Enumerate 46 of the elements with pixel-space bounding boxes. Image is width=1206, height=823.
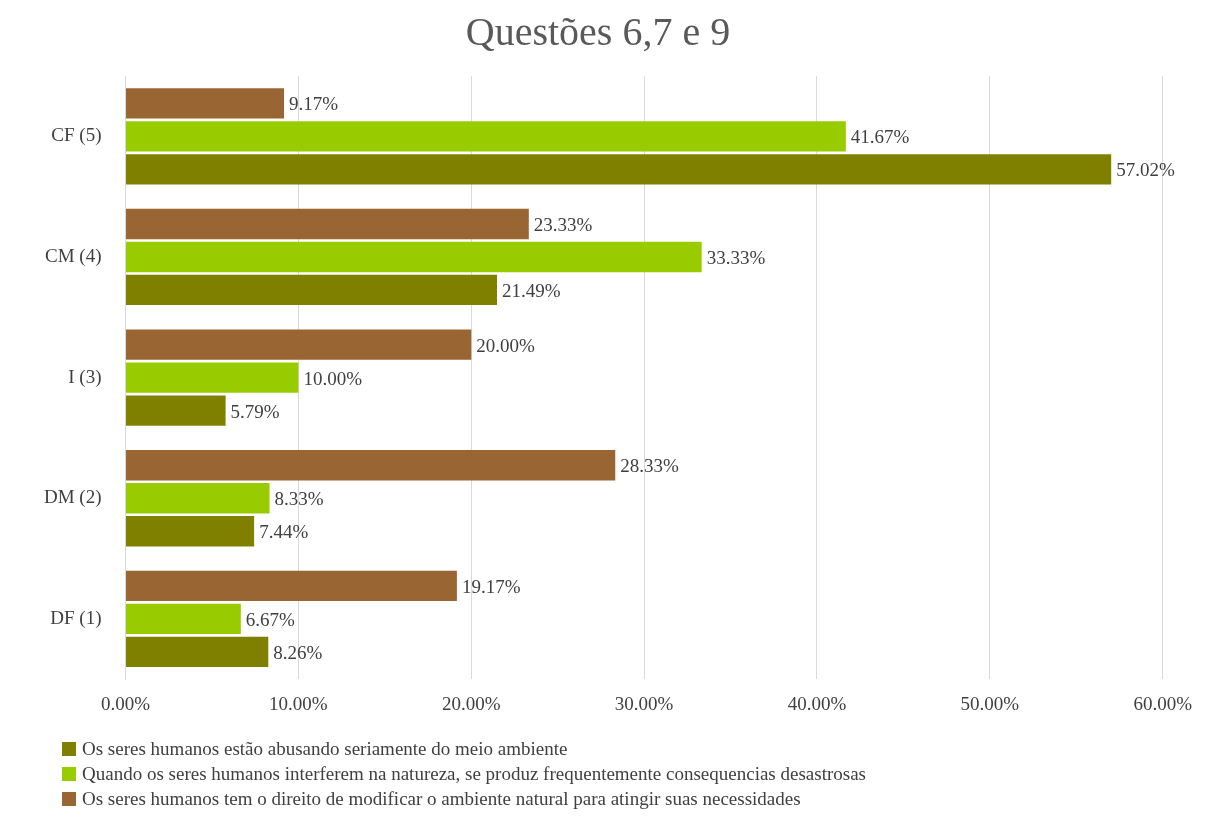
data-label: 5.79%: [230, 400, 280, 422]
data-label: 10.00%: [303, 367, 363, 389]
chart-title: Questões 6,7 e 9: [465, 8, 731, 54]
bar: [126, 395, 226, 426]
data-label: 23.33%: [533, 213, 593, 235]
y-tick-label: CF (5): [51, 124, 102, 147]
bar: [126, 362, 299, 393]
bar: [126, 208, 529, 240]
data-label: 8.26%: [273, 641, 323, 663]
data-label: 21.49%: [502, 279, 561, 301]
x-tick-label: 0.00%: [100, 692, 151, 714]
x-tick-label: 20.00%: [441, 692, 501, 714]
x-tick-label: 30.00%: [614, 692, 674, 714]
data-label: 20.00%: [476, 334, 535, 356]
legend-label: Os seres humanos tem o direito de modificar o ambiente natural para atingir suas necessidades: [82, 787, 801, 810]
bar: [126, 329, 472, 360]
bar: [126, 516, 255, 547]
data-label: 41.67%: [850, 126, 910, 148]
bar: [126, 603, 241, 635]
x-tick-label: 40.00%: [787, 692, 847, 714]
data-label: 6.67%: [245, 608, 296, 630]
bar: [126, 636, 269, 668]
bar: [126, 154, 1112, 185]
y-tick-label: DF (1): [50, 606, 102, 629]
data-label: 9.17%: [289, 93, 339, 115]
data-label: 28.33%: [620, 455, 679, 477]
legend-label: Quando os seres humanos interferem na natureza, se produz frequentemente consequencias desastrosas: [82, 762, 866, 785]
data-label: 33.33%: [706, 246, 766, 268]
y-tick-label: DM (2): [43, 486, 102, 509]
bar: [126, 121, 846, 152]
x-tick-label: 60.00%: [1133, 692, 1193, 714]
x-tick-label: 10.00%: [269, 692, 328, 714]
data-label: 19.17%: [461, 575, 521, 597]
bar: [126, 450, 616, 481]
y-tick-label: I (3): [68, 365, 102, 388]
data-label: 7.44%: [259, 521, 309, 543]
data-label: 8.33%: [274, 488, 324, 510]
y-tick-label: CM (4): [45, 244, 102, 267]
legend-label: Os seres humanos estão abusando seriamente do meio ambiente: [82, 737, 568, 760]
x-tick-label: 50.00%: [960, 692, 1020, 714]
data-label: 57.02%: [1116, 159, 1175, 181]
bar: [126, 274, 498, 306]
bar: [126, 483, 270, 514]
bar: [126, 570, 457, 602]
bar: [126, 241, 702, 273]
bar: [126, 88, 285, 119]
